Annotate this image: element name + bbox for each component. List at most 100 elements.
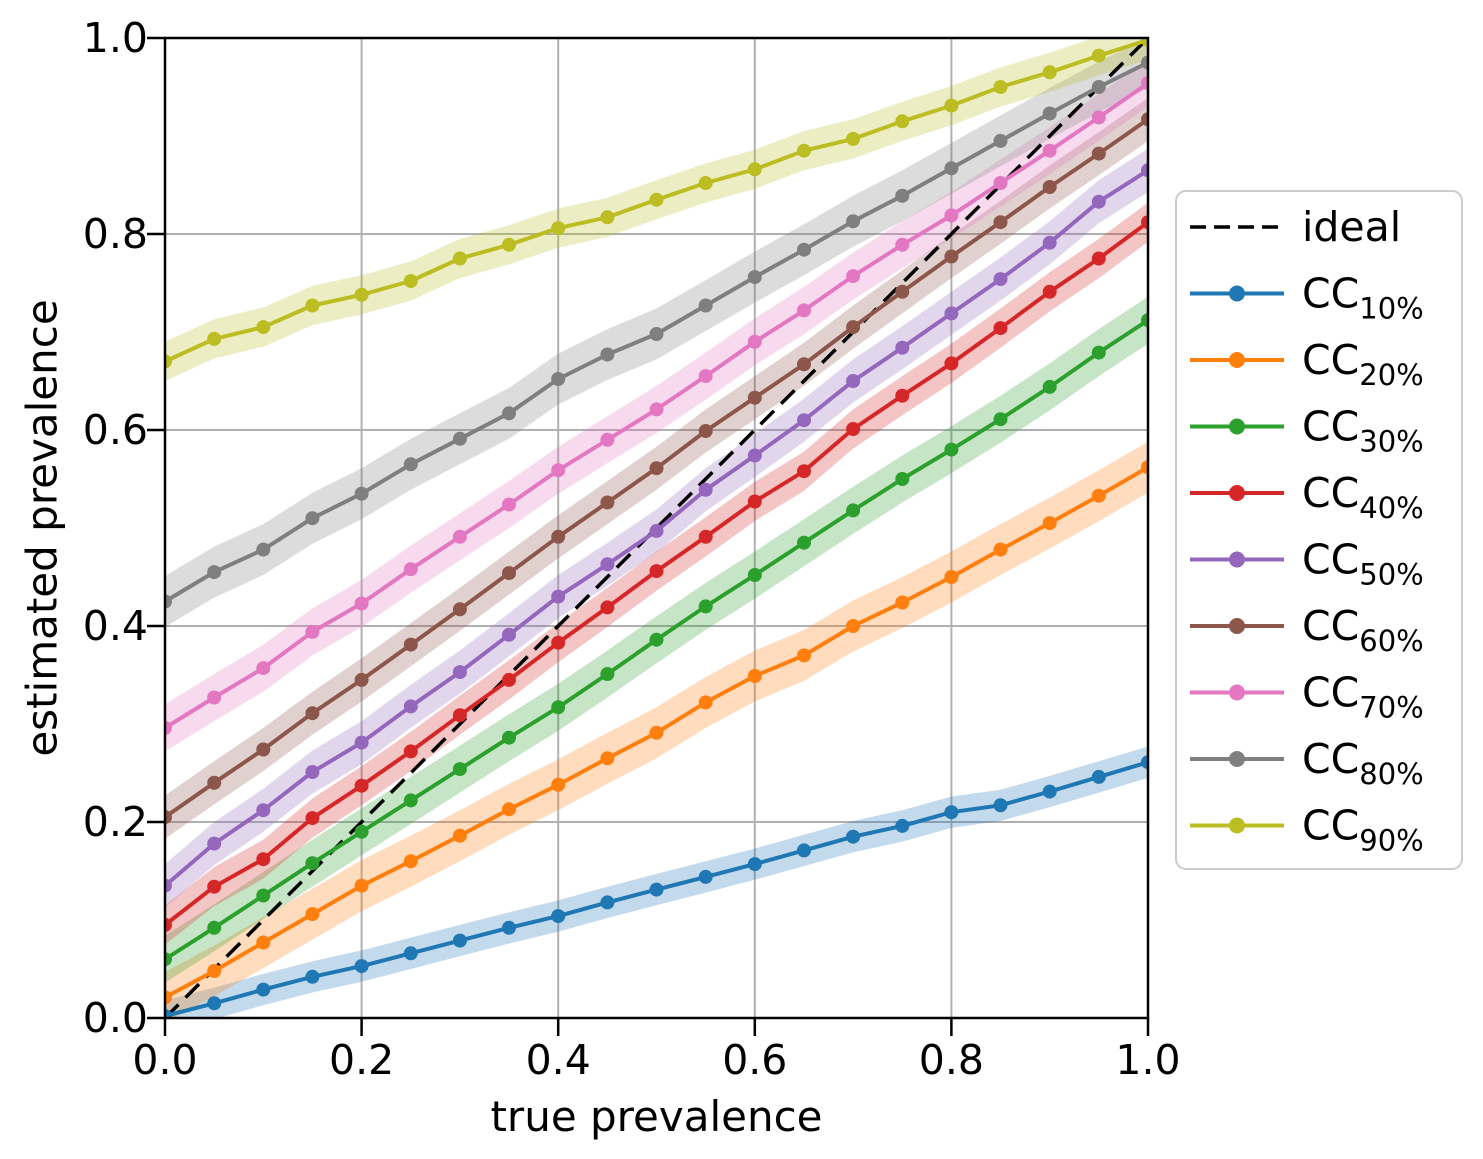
marker-cc-90 [600, 210, 615, 225]
marker-cc-70 [354, 596, 369, 611]
marker-cc-30 [452, 762, 467, 777]
legend-label-cc-20: CC20% [1302, 336, 1424, 392]
marker-cc-40 [502, 672, 516, 687]
marker-cc-10 [1091, 769, 1106, 784]
marker-cc-50 [747, 448, 762, 463]
marker-cc-40 [403, 744, 418, 759]
marker-cc-60 [305, 706, 320, 721]
x-tick-label-0.0: 0.0 [132, 1036, 197, 1084]
legend-marker-cc-60 [1229, 618, 1245, 634]
marker-cc-80 [649, 327, 664, 341]
marker-cc-70 [649, 402, 664, 417]
marker-cc-30 [354, 824, 369, 839]
marker-cc-80 [207, 565, 222, 580]
legend-label-cc-90: CC90% [1302, 802, 1424, 858]
marker-cc-90 [1091, 48, 1106, 63]
marker-cc-50 [502, 627, 516, 642]
marker-cc-60 [1141, 112, 1148, 127]
marker-cc-70 [502, 497, 516, 512]
marker-cc-40 [895, 388, 910, 403]
marker-cc-10 [698, 869, 713, 884]
marker-cc-30 [1042, 379, 1057, 394]
marker-cc-80 [354, 486, 369, 501]
marker-cc-80 [747, 270, 762, 285]
marker-cc-30 [846, 503, 861, 518]
marker-cc-90 [846, 131, 861, 146]
marker-cc-40 [452, 708, 467, 723]
marker-cc-20 [649, 725, 664, 740]
marker-cc-50 [256, 803, 271, 818]
marker-cc-50 [452, 665, 467, 680]
marker-cc-30 [403, 793, 418, 808]
marker-cc-80 [452, 431, 467, 446]
marker-cc-90 [551, 221, 566, 236]
marker-cc-30 [165, 952, 172, 967]
marker-cc-90 [403, 274, 418, 288]
marker-cc-30 [698, 599, 713, 614]
marker-cc-30 [207, 920, 222, 935]
marker-cc-20 [452, 828, 467, 843]
marker-cc-20 [1091, 488, 1106, 503]
marker-cc-60 [993, 215, 1008, 230]
marker-cc-70 [165, 720, 172, 735]
marker-cc-10 [1141, 755, 1148, 770]
legend-label-cc-60: CC60% [1302, 602, 1424, 658]
series-markers-cc-20 [165, 460, 1148, 1005]
marker-cc-60 [502, 566, 516, 581]
marker-cc-20 [256, 935, 271, 950]
x-tick-label-0.4: 0.4 [526, 1036, 591, 1084]
marker-cc-10 [165, 1009, 172, 1018]
marker-cc-50 [944, 306, 959, 321]
marker-cc-10 [502, 920, 516, 935]
marker-cc-90 [305, 298, 320, 313]
legend-item-cc-70: CC70% [1190, 669, 1424, 725]
marker-cc-20 [403, 854, 418, 869]
marker-cc-70 [747, 334, 762, 349]
marker-cc-90 [797, 143, 811, 158]
marker-cc-90 [502, 237, 516, 252]
marker-cc-70 [403, 562, 418, 577]
marker-cc-50 [1091, 194, 1106, 209]
x-tick-label-0.6: 0.6 [722, 1036, 787, 1084]
marker-cc-40 [256, 852, 271, 867]
marker-cc-60 [747, 390, 762, 405]
marker-cc-80 [993, 133, 1008, 148]
series-markers-cc-70 [165, 76, 1148, 735]
marker-cc-50 [846, 374, 861, 388]
marker-cc-60 [649, 461, 664, 476]
marker-cc-70 [305, 624, 320, 639]
marker-cc-40 [747, 494, 762, 509]
y-tick-label-0.4: 0.4 [83, 602, 148, 650]
marker-cc-60 [207, 775, 222, 790]
x-axis-label: true prevalence [490, 1092, 823, 1141]
marker-cc-40 [944, 356, 959, 371]
legend-marker-cc-50 [1229, 551, 1245, 568]
marker-cc-90 [207, 331, 222, 346]
marker-cc-10 [944, 805, 959, 820]
marker-cc-80 [1141, 55, 1148, 70]
marker-cc-20 [1042, 516, 1057, 531]
legend-label-cc-10: CC10% [1302, 270, 1424, 326]
marker-cc-50 [305, 765, 320, 779]
marker-cc-90 [1141, 38, 1148, 47]
marker-cc-80 [944, 161, 959, 176]
y-tick-label-0.0: 0.0 [83, 994, 148, 1042]
legend-marker-cc-70 [1229, 684, 1245, 701]
marker-cc-70 [944, 208, 959, 223]
marker-cc-70 [1091, 110, 1106, 125]
marker-cc-70 [452, 529, 467, 544]
y-tick-label-1.0: 1.0 [83, 14, 148, 62]
marker-cc-50 [797, 413, 811, 428]
series-markers-cc-40 [165, 215, 1148, 932]
marker-cc-20 [207, 964, 222, 978]
marker-cc-20 [600, 751, 615, 766]
marker-cc-30 [649, 632, 664, 647]
marker-cc-60 [600, 495, 615, 510]
series-markers-cc-30 [165, 313, 1148, 967]
x-tick-label-1.0: 1.0 [1115, 1036, 1180, 1084]
marker-cc-80 [1091, 80, 1106, 94]
legend-item-cc-50: CC50% [1190, 536, 1424, 592]
marker-cc-30 [747, 568, 762, 582]
marker-cc-80 [846, 214, 861, 229]
